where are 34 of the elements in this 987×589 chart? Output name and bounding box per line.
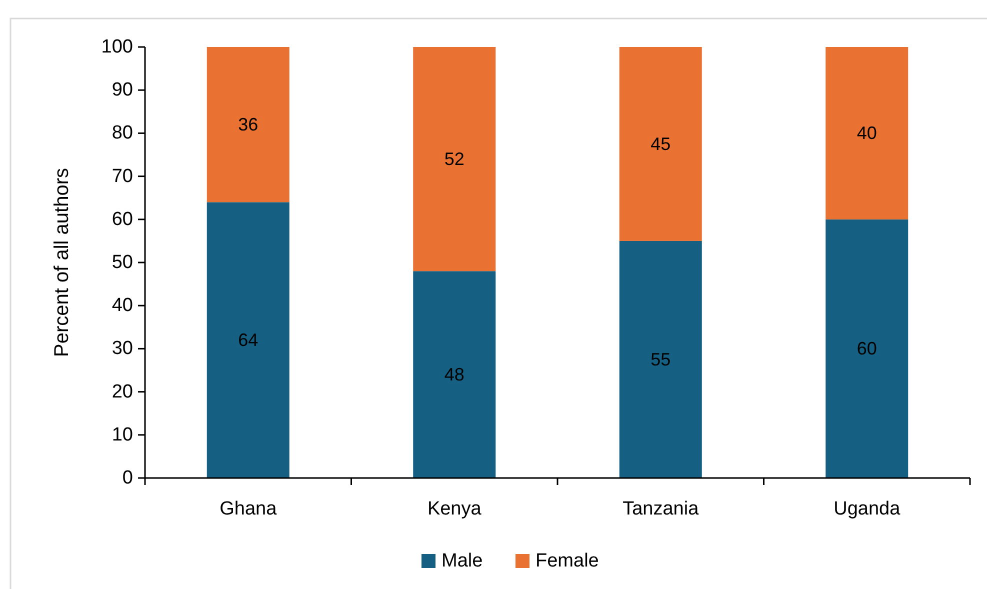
bar [413, 47, 496, 272]
data-label: 36 [238, 114, 258, 135]
bar [619, 240, 702, 478]
y-tick-label: 10 [112, 424, 133, 446]
y-tick-label: 70 [112, 166, 133, 187]
legend-label: Female [536, 550, 599, 572]
data-label: 40 [856, 123, 877, 144]
bar [413, 271, 496, 478]
data-label: 45 [650, 134, 671, 154]
data-label: 52 [444, 149, 464, 170]
y-tick-label: 100 [101, 36, 133, 58]
y-tick-label: 50 [112, 252, 133, 273]
y-tick-label: 80 [112, 122, 133, 144]
y-tick-label: 40 [112, 295, 133, 316]
data-label: 64 [238, 330, 258, 350]
x-tick-label: Ghana [220, 498, 278, 520]
y-tick-label: 60 [112, 208, 133, 230]
bar [826, 219, 908, 478]
y-tick-label: 30 [112, 338, 133, 360]
y-axis-title: Percent of all authors [51, 168, 73, 357]
data-label: 60 [856, 338, 877, 359]
y-tick-label: 0 [122, 468, 133, 488]
x-tick-label: Uganda [834, 498, 901, 520]
data-label: 48 [444, 364, 464, 385]
y-tick-label: 90 [112, 80, 133, 101]
bar [206, 47, 290, 202]
bar [619, 47, 702, 241]
x-tick-label: Tanzania [622, 498, 700, 520]
bar [206, 202, 290, 478]
bar [826, 47, 908, 220]
x-tick-label: Kenya [427, 498, 482, 520]
legend-label: Male [442, 550, 483, 572]
data-label: 55 [650, 349, 671, 370]
y-tick-label: 20 [112, 381, 133, 402]
